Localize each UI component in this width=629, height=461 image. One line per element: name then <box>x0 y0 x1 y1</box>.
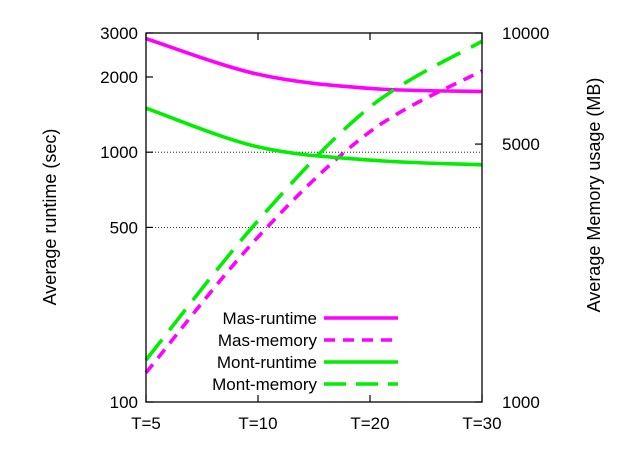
tick-labels: 100 500 1000 2000 3000 1000 5000 10000 T=5 T=10 T=… <box>100 24 549 433</box>
y-tick-label: 500 <box>110 218 138 237</box>
series-line-mas-runtime <box>145 36 483 94</box>
y2-tick-label: 10000 <box>502 24 549 43</box>
y-tick-label: 3000 <box>100 24 138 43</box>
legend-label-mont-memory: Mont-memory <box>212 375 317 394</box>
y2-tick-label: 5000 <box>502 135 540 154</box>
plot-frame <box>145 32 483 403</box>
y2-tick-label: 1000 <box>502 393 540 412</box>
legend-label-mas-runtime: Mas-runtime <box>223 309 317 328</box>
grid-lines <box>146 151 482 228</box>
x-tick-label: T=5 <box>131 414 161 433</box>
legend-label-mont-runtime: Mont-runtime <box>217 353 317 372</box>
x-tick-label: T=10 <box>238 414 277 433</box>
axis-ticks <box>145 32 483 403</box>
y-tick-label: 1000 <box>100 143 138 162</box>
legend-label-mas-memory: Mas-memory <box>218 331 318 350</box>
legend: Mas-runtime Mas-memory Mont-runtime Mont-me… <box>212 309 398 394</box>
series-line-mont-runtime <box>145 106 483 167</box>
x-tick-label: T=30 <box>462 414 501 433</box>
series-lines <box>144 36 483 374</box>
y-tick-label: 2000 <box>100 68 138 87</box>
y-axis-label: Average runtime (sec) <box>40 129 60 306</box>
y2-axis-label: Average Memory usage (MB) <box>584 78 604 313</box>
y-tick-label: 100 <box>110 393 138 412</box>
x-tick-label: T=20 <box>350 414 389 433</box>
series-line-mont-memory <box>144 39 483 362</box>
